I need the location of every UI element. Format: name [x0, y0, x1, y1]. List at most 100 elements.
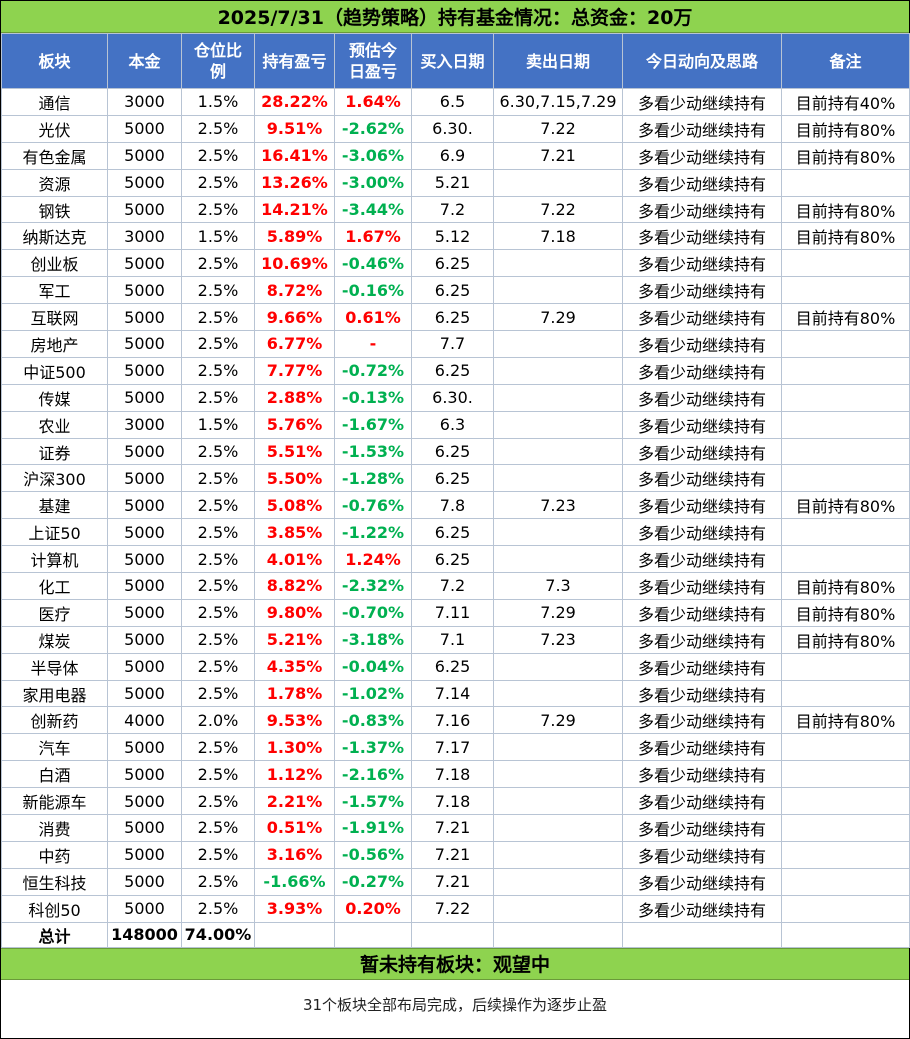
cell-principal[interactable]: 5000	[107, 195, 182, 224]
header-sector[interactable]: 板块	[1, 33, 108, 89]
cell-sector[interactable]: 煤炭	[1, 625, 108, 654]
cell-buy-date[interactable]: 7.2	[411, 195, 494, 224]
cell-ratio[interactable]: 2.5%	[181, 437, 255, 466]
cell-principal[interactable]: 5000	[107, 894, 182, 923]
cell-sell-date[interactable]	[493, 679, 623, 708]
cell-sector[interactable]: 家用电器	[1, 679, 108, 708]
cell-buy-date[interactable]: 6.25	[411, 356, 494, 385]
cell-today-pl[interactable]: -0.56%	[334, 840, 412, 869]
cell-today-pl[interactable]: -0.83%	[334, 706, 412, 735]
cell-today-pl[interactable]: -0.16%	[334, 276, 412, 305]
cell-sell-date[interactable]	[493, 814, 623, 842]
cell-today-pl[interactable]: -2.32%	[334, 572, 412, 600]
cell-note[interactable]: 目前持有80%	[781, 114, 910, 143]
cell-note[interactable]	[781, 410, 910, 439]
cell-principal[interactable]: 5000	[107, 356, 182, 385]
cell-ratio[interactable]: 2.5%	[181, 867, 255, 896]
cell-principal[interactable]: 4000	[107, 706, 182, 735]
cell-action[interactable]: 多看少动继续持有	[622, 652, 782, 681]
cell-ratio[interactable]: 2.5%	[181, 625, 255, 654]
cell-buy-date[interactable]: 6.25	[411, 303, 494, 332]
header-note[interactable]: 备注	[781, 33, 910, 89]
cell-buy-date[interactable]: 7.21	[411, 867, 494, 896]
cell-sector[interactable]: 基建	[1, 491, 108, 520]
cell-note[interactable]	[781, 518, 910, 547]
cell-sell-date[interactable]	[493, 437, 623, 466]
cell-sell-date[interactable]: 7.22	[493, 114, 623, 143]
cell-note[interactable]: 目前持有80%	[781, 141, 910, 170]
cell-note[interactable]	[781, 867, 910, 896]
cell-sector[interactable]: 有色金属	[1, 141, 108, 170]
cell-buy-date[interactable]: 7.18	[411, 787, 494, 816]
cell-sell-date[interactable]	[493, 652, 623, 681]
cell-today-pl[interactable]: -3.06%	[334, 141, 412, 170]
cell-principal[interactable]: 5000	[107, 249, 182, 278]
cell-buy-date[interactable]: 6.3	[411, 410, 494, 439]
cell-note[interactable]	[781, 840, 910, 869]
cell-sell-date[interactable]	[493, 330, 623, 358]
cell-holding-pl[interactable]: 8.82%	[254, 572, 335, 600]
cell-buy-date[interactable]: 6.25	[411, 652, 494, 681]
cell-holding-pl[interactable]: 2.21%	[254, 787, 335, 816]
header-holding-pl[interactable]: 持有盈亏	[254, 33, 335, 89]
cell-ratio[interactable]: 2.5%	[181, 518, 255, 547]
cell-principal[interactable]: 5000	[107, 814, 182, 842]
cell-ratio[interactable]: 2.5%	[181, 114, 255, 143]
cell-buy-date[interactable]: 7.2	[411, 572, 494, 600]
cell-buy-date[interactable]: 6.25	[411, 249, 494, 278]
cell-holding-pl[interactable]: 4.01%	[254, 545, 335, 574]
cell-buy-date[interactable]: 7.18	[411, 760, 494, 789]
cell-ratio[interactable]: 2.5%	[181, 760, 255, 789]
cell-sell-date[interactable]: 7.29	[493, 706, 623, 735]
cell-buy-date[interactable]: 6.5	[411, 88, 494, 116]
cell-action[interactable]: 多看少动继续持有	[622, 464, 782, 493]
cell-action[interactable]: 多看少动继续持有	[622, 114, 782, 143]
cell-ratio[interactable]: 1.5%	[181, 222, 255, 251]
cell-today-pl[interactable]: 1.24%	[334, 545, 412, 574]
cell-today-pl[interactable]: -2.16%	[334, 760, 412, 789]
cell-holding-pl[interactable]: -1.66%	[254, 867, 335, 896]
cell-principal[interactable]: 5000	[107, 545, 182, 574]
cell-sell-date[interactable]: 7.23	[493, 491, 623, 520]
cell-buy-date[interactable]: 7.7	[411, 330, 494, 358]
cell-sector[interactable]: 农业	[1, 410, 108, 439]
cell-sell-date[interactable]	[493, 840, 623, 869]
cell-sell-date[interactable]	[493, 545, 623, 574]
cell-sector[interactable]: 计算机	[1, 545, 108, 574]
cell-action[interactable]: 多看少动继续持有	[622, 679, 782, 708]
cell-principal[interactable]: 5000	[107, 652, 182, 681]
cell-buy-date[interactable]: 7.14	[411, 679, 494, 708]
cell-action[interactable]: 多看少动继续持有	[622, 437, 782, 466]
cell-sector[interactable]: 上证50	[1, 518, 108, 547]
cell-sell-date[interactable]: 7.18	[493, 222, 623, 251]
cell-note[interactable]	[781, 330, 910, 358]
cell-buy-date[interactable]: 7.22	[411, 894, 494, 923]
cell-sell-date[interactable]	[493, 894, 623, 923]
cell-note[interactable]	[781, 814, 910, 842]
total-ratio[interactable]: 74.00%	[181, 921, 255, 948]
cell-today-pl[interactable]: -1.57%	[334, 787, 412, 816]
cell-note[interactable]	[781, 437, 910, 466]
header-sell-date[interactable]: 卖出日期	[493, 33, 623, 89]
cell-action[interactable]: 多看少动继续持有	[622, 733, 782, 762]
cell-holding-pl[interactable]: 10.69%	[254, 249, 335, 278]
cell-action[interactable]: 多看少动继续持有	[622, 141, 782, 170]
cell-buy-date[interactable]: 6.25	[411, 437, 494, 466]
cell-ratio[interactable]: 2.5%	[181, 356, 255, 385]
cell-today-pl[interactable]: -3.18%	[334, 625, 412, 654]
cell-principal[interactable]: 5000	[107, 598, 182, 627]
cell-ratio[interactable]: 2.5%	[181, 572, 255, 600]
cell-action[interactable]: 多看少动继续持有	[622, 545, 782, 574]
header-action[interactable]: 今日动向及思路	[622, 33, 782, 89]
cell-ratio[interactable]: 2.5%	[181, 679, 255, 708]
cell-principal[interactable]: 5000	[107, 276, 182, 305]
cell-note[interactable]	[781, 276, 910, 305]
cell-holding-pl[interactable]: 3.85%	[254, 518, 335, 547]
cell-holding-pl[interactable]: 1.30%	[254, 733, 335, 762]
cell-note[interactable]	[781, 787, 910, 816]
cell-sell-date[interactable]	[493, 464, 623, 493]
cell-buy-date[interactable]: 6.30.	[411, 114, 494, 143]
cell-note[interactable]: 目前持有80%	[781, 598, 910, 627]
cell-holding-pl[interactable]: 3.93%	[254, 894, 335, 923]
cell-action[interactable]: 多看少动继续持有	[622, 168, 782, 197]
